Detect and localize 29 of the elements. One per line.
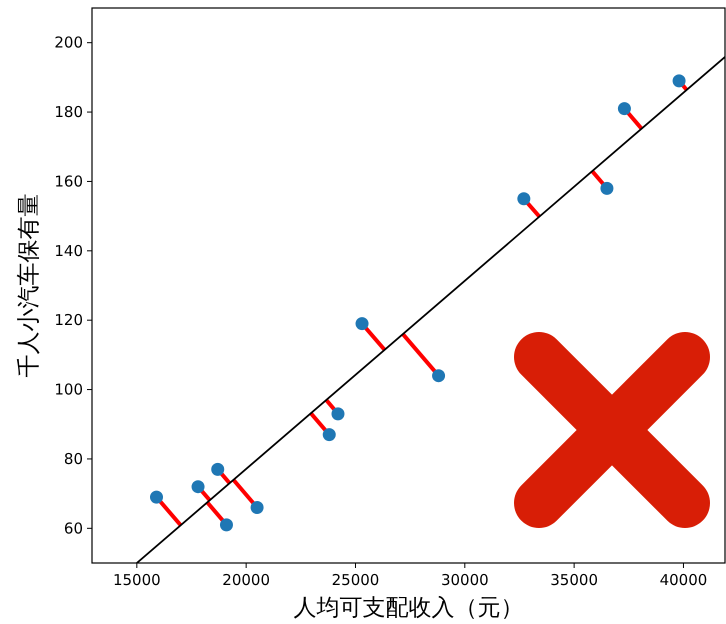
point [322, 428, 336, 442]
y-tick-label: 160 [54, 172, 83, 190]
y-tick-label: 200 [54, 34, 83, 52]
x-tick-label: 30000 [440, 571, 489, 589]
x-tick-label: 15000 [112, 571, 161, 589]
x-tick-label: 40000 [660, 571, 708, 589]
point [192, 480, 205, 494]
point [517, 192, 530, 206]
point [220, 518, 233, 532]
y-tick-label: 120 [54, 311, 83, 330]
y-tick-label: 100 [54, 380, 83, 399]
x-tick-label: 25000 [332, 571, 380, 589]
x-tick-label: 35000 [550, 571, 598, 589]
point [432, 369, 446, 382]
point [600, 182, 614, 195]
point [672, 74, 686, 88]
y-tick-label: 180 [54, 103, 83, 122]
point [356, 317, 369, 330]
y-axis-title: 千人小汽车保有量 [16, 194, 42, 378]
y-tick-label: 80 [64, 450, 83, 468]
point [331, 407, 344, 420]
x-axis-title: 人均可支配收入（元） [294, 595, 524, 621]
point [618, 102, 631, 116]
point [250, 501, 264, 514]
y-tick-label: 140 [54, 242, 83, 260]
y-tick-label: 60 [64, 519, 83, 538]
x-tick-label: 20000 [222, 571, 270, 589]
point [150, 490, 164, 504]
point [211, 462, 224, 476]
